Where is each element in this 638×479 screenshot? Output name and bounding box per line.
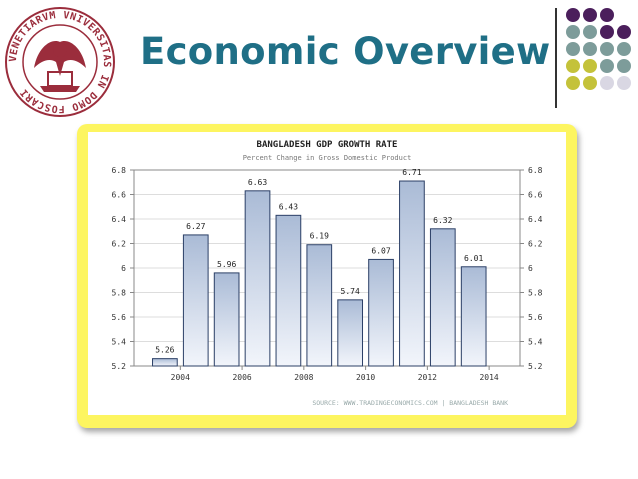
chart-panel: BANGLADESH GDP GROWTH RATE Percent Chang… (88, 132, 566, 415)
decorative-dot (583, 59, 597, 73)
decorative-dot (566, 59, 580, 73)
x-tick-label: 2010 (356, 373, 375, 382)
data-label-2011: 6.71 (402, 168, 421, 177)
data-label-2012: 6.32 (433, 216, 452, 225)
y-tick-label-left: 6 (121, 264, 126, 273)
decorative-dot-grid (566, 8, 634, 96)
y-tick-label-left: 5.2 (112, 362, 127, 371)
data-label-2010: 6.07 (371, 246, 390, 255)
bar-2012 (429, 228, 456, 367)
x-tick-label: 2004 (171, 373, 190, 382)
x-tick-label: 2012 (418, 373, 437, 382)
bar-2005 (213, 272, 240, 367)
decorative-dot (617, 25, 631, 39)
data-label-2013: 6.01 (464, 254, 483, 263)
x-axis: 2004 2006 2008 2010 2012 2014 (171, 366, 499, 382)
y-tick-label-right: 5.2 (528, 362, 543, 371)
gdp-growth-chart: BANGLADESH GDP GROWTH RATE Percent Chang… (112, 140, 543, 407)
data-label-2009: 5.74 (341, 287, 360, 296)
y-tick-label-right: 5.6 (528, 313, 543, 322)
decorative-dot (600, 42, 614, 56)
chart-source: SOURCE: WWW.TRADINGECONOMICS.COM | BANGL… (312, 399, 508, 407)
decorative-dot (600, 8, 614, 22)
y-tick-label-left: 6.2 (112, 240, 127, 249)
decorative-dot (600, 25, 614, 39)
slide-title: Economic Overview (140, 30, 551, 73)
bar-2009 (337, 299, 364, 367)
data-labels: 5.26 6.27 5.96 6.63 6.43 6.19 5.74 6.07 6.71 6.32… (155, 168, 483, 355)
data-label-2003: 5.26 (155, 346, 174, 355)
data-label-2008: 6.19 (310, 232, 329, 241)
decorative-dot (583, 8, 597, 22)
bar-2006 (244, 190, 271, 367)
y-tick-label-right: 6.4 (528, 215, 543, 224)
decorative-dot (566, 25, 580, 39)
x-tick-label: 2014 (479, 373, 498, 382)
decorative-dot (617, 59, 631, 73)
y-tick-label-right: 5.4 (528, 338, 543, 347)
bar-2013 (460, 266, 487, 367)
data-label-2004: 6.27 (186, 222, 205, 231)
y-tick-label-left: 5.6 (112, 313, 127, 322)
data-label-2006: 6.63 (248, 178, 267, 187)
decorative-dot (566, 8, 580, 22)
y-tick-label-right: 6.6 (528, 191, 543, 200)
bar-series (152, 180, 487, 367)
y-tick-label-left: 6.6 (112, 191, 127, 200)
chart-title: BANGLADESH GDP GROWTH RATE (257, 140, 398, 150)
university-seal-logo: VENETIARVM VNIVERSITAS IN DOMO FOSCARI (4, 6, 116, 118)
decorative-dot (566, 76, 580, 90)
decorative-dot (566, 42, 580, 56)
decorative-dot (583, 42, 597, 56)
bar-2008 (306, 244, 333, 367)
bar-2003 (152, 358, 178, 367)
y-axis-right: 5.2 5.4 5.6 5.8 6 6.2 6.4 6.6 6.8 (520, 166, 543, 371)
chart-subtitle: Percent Change in Gross Domestic Product (243, 154, 412, 162)
bar-2010 (368, 258, 394, 367)
y-tick-label-right: 6 (528, 264, 533, 273)
y-tick-label-left: 5.4 (112, 338, 127, 347)
decorative-dot (600, 59, 614, 73)
x-tick-label: 2006 (232, 373, 251, 382)
decorative-dot (617, 76, 631, 90)
y-tick-label-left: 6.8 (112, 166, 127, 175)
decorative-dot (600, 76, 614, 90)
y-tick-label-left: 6.4 (112, 215, 127, 224)
y-axis-left: 5.2 5.4 5.6 5.8 6 6.2 6.4 6.6 6.8 (112, 166, 134, 371)
title-divider (555, 8, 557, 108)
y-tick-label-right: 6.8 (528, 166, 543, 175)
data-label-2005: 5.96 (217, 260, 236, 269)
y-tick-label-left: 5.8 (112, 289, 127, 298)
decorative-dot (583, 25, 597, 39)
decorative-dot (617, 42, 631, 56)
y-tick-label-right: 6.2 (528, 240, 543, 249)
data-label-2007: 6.43 (279, 202, 298, 211)
y-tick-label-right: 5.8 (528, 289, 543, 298)
decorative-dot (583, 76, 597, 90)
x-tick-label: 2008 (294, 373, 313, 382)
bar-2011 (399, 180, 425, 367)
bar-2004 (182, 234, 209, 367)
bar-2007 (275, 214, 302, 367)
